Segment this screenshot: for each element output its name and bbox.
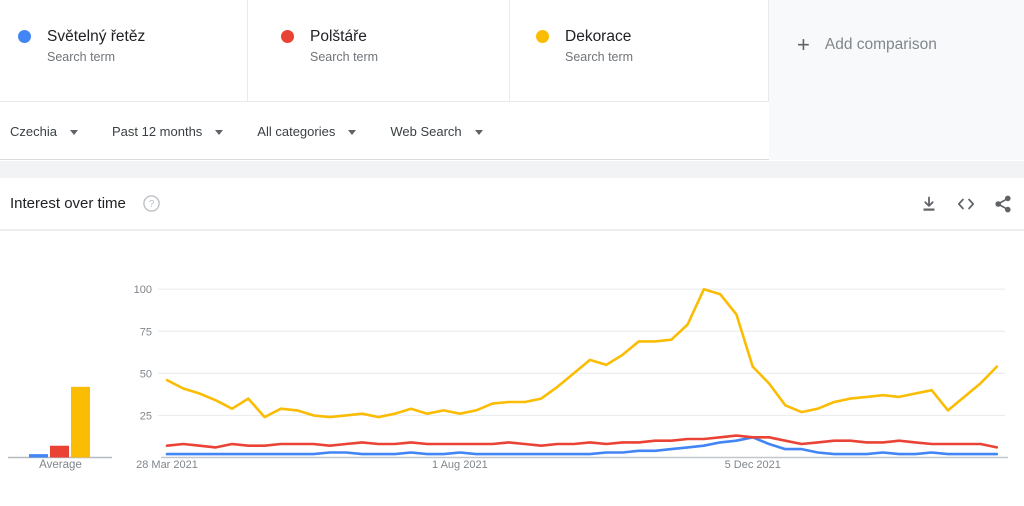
widget-actions (920, 195, 1012, 213)
add-comparison-label: Add comparison (824, 36, 937, 53)
term-card-dekorace[interactable]: Dekorace Search term (510, 0, 769, 101)
average-bar-sv-teln-et-z (29, 454, 48, 458)
chevron-down-icon (69, 129, 78, 135)
chevron-down-icon (348, 129, 357, 135)
filter-searchtype-label: Web Search (390, 123, 462, 139)
download-icon[interactable] (920, 195, 938, 213)
filter-region-dropdown[interactable]: Czechia (10, 124, 78, 139)
average-label: Average (39, 459, 82, 471)
share-icon[interactable] (994, 195, 1012, 213)
svg-text:?: ? (149, 199, 155, 210)
interest-over-time-chart[interactable]: 25 50 75 100 Average 28 Mar 2021 1 Aug 2021 5 D… (0, 231, 1024, 504)
filters-row: Czechia Past 12 months All categories We… (0, 102, 769, 160)
filter-category-dropdown[interactable]: All categories (257, 123, 357, 139)
filter-searchtype-dropdown[interactable]: Web Search (390, 123, 483, 139)
filter-timerange-label: Past 12 months (111, 123, 203, 139)
y-tick-label-100: 100 (134, 284, 152, 296)
y-tick-label-25: 25 (140, 410, 152, 422)
comparison-bar: Světelný řetěz Search term Polštáře Sear… (0, 0, 1024, 160)
term-color-dot-yellow (536, 30, 549, 43)
y-tick-label-50: 50 (140, 368, 152, 380)
x-tick-label-28-mar-2021: 28 Mar 2021 (136, 459, 198, 471)
widget-title: Interest over time (10, 195, 126, 212)
chevron-down-icon (474, 129, 483, 135)
term-subtitle: Search term (310, 50, 379, 64)
chevron-down-icon (215, 129, 224, 135)
y-tick-label-75: 75 (140, 326, 152, 338)
row-divider (0, 101, 769, 102)
x-tick-label-1-aug-2021: 1 Aug 2021 (432, 459, 488, 471)
page-background-gap (0, 161, 1024, 178)
term-subtitle: Search term (47, 50, 116, 64)
series-line-dekorace (165, 287, 999, 419)
average-bar-pol-t-e (50, 445, 69, 458)
term-card-svetelny-retez[interactable]: Světelný řetěz Search term (0, 0, 248, 101)
series-line-sv-teln-et-z (165, 436, 999, 456)
term-subtitle: Search term (565, 50, 634, 64)
series-line-pol-t-e (165, 434, 999, 449)
term-title: Světelný řetěz (47, 28, 146, 45)
term-card-polstare[interactable]: Polštáře Search term (248, 0, 510, 101)
widget-header: Interest over time ? (0, 178, 1024, 231)
term-title: Polštáře (310, 28, 367, 45)
term-color-dot-blue (18, 30, 31, 43)
filter-region-label: Czechia (10, 123, 57, 139)
filter-category-label: All categories (257, 123, 336, 139)
average-bar-dekorace (71, 386, 90, 458)
chart-region: 25 50 75 100 Average 28 Mar 2021 1 Aug 2021 5 D… (0, 231, 1024, 504)
filter-timerange-dropdown[interactable]: Past 12 months (111, 123, 224, 139)
add-comparison-button[interactable]: + Add comparison (769, 0, 1024, 160)
term-color-dot-red (281, 30, 294, 43)
term-title: Dekorace (565, 28, 632, 45)
plus-icon: + (797, 32, 810, 57)
embed-code-icon[interactable] (957, 195, 975, 213)
interest-over-time-widget: Interest over time ? (0, 178, 1024, 506)
help-icon[interactable]: ? (143, 195, 160, 212)
x-tick-label-5-dec-2021: 5 Dec 2021 (725, 459, 781, 471)
